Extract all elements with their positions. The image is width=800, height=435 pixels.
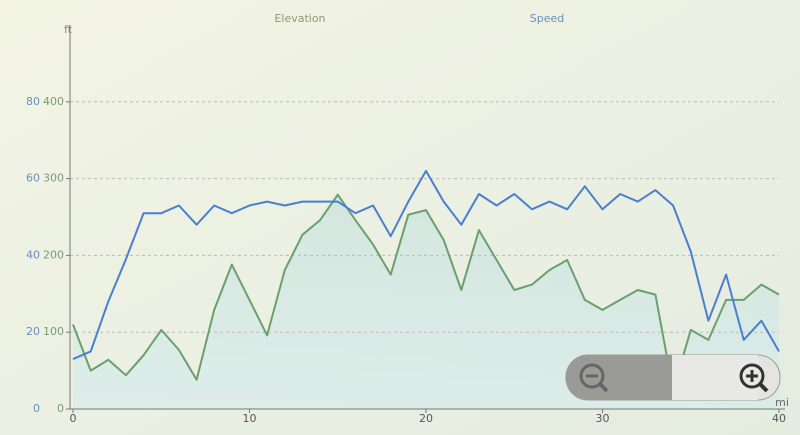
y2-tick-label: 0 (57, 402, 64, 415)
y2-unit: ft (64, 23, 73, 36)
series-line (72, 193, 780, 391)
zoom-control (565, 354, 781, 401)
x-tick-label: 30 (596, 412, 610, 425)
y2-tick-label: 200 (43, 248, 64, 261)
y-tick-label: 80 (26, 95, 40, 108)
x-tick-label: 20 (419, 412, 433, 425)
legend-entry[interactable]: Elevation (274, 12, 325, 25)
y-tick-label: 40 (26, 248, 40, 261)
y2-tick-label: 300 (43, 172, 64, 185)
legend-entry[interactable]: Speed (530, 12, 564, 25)
x-tick-label: 40 (772, 412, 786, 425)
y-tick-label: 60 (26, 172, 40, 185)
x-unit: mi (775, 396, 789, 409)
x-tick-label: 10 (243, 412, 257, 425)
y2-tick-label: 400 (43, 95, 64, 108)
y2-tick-label: 100 (43, 325, 64, 338)
zoom-in-icon (739, 363, 765, 389)
zoom-out-icon (579, 363, 605, 389)
x-tick-label: 0 (70, 412, 77, 425)
zoom-in-button[interactable] (672, 355, 758, 400)
y-tick-label: 0 (33, 402, 40, 415)
series-line (72, 169, 780, 361)
y-tick-label: 20 (26, 325, 40, 338)
zoom-out-icon (598, 382, 609, 393)
zoom-in-icon (758, 382, 769, 393)
